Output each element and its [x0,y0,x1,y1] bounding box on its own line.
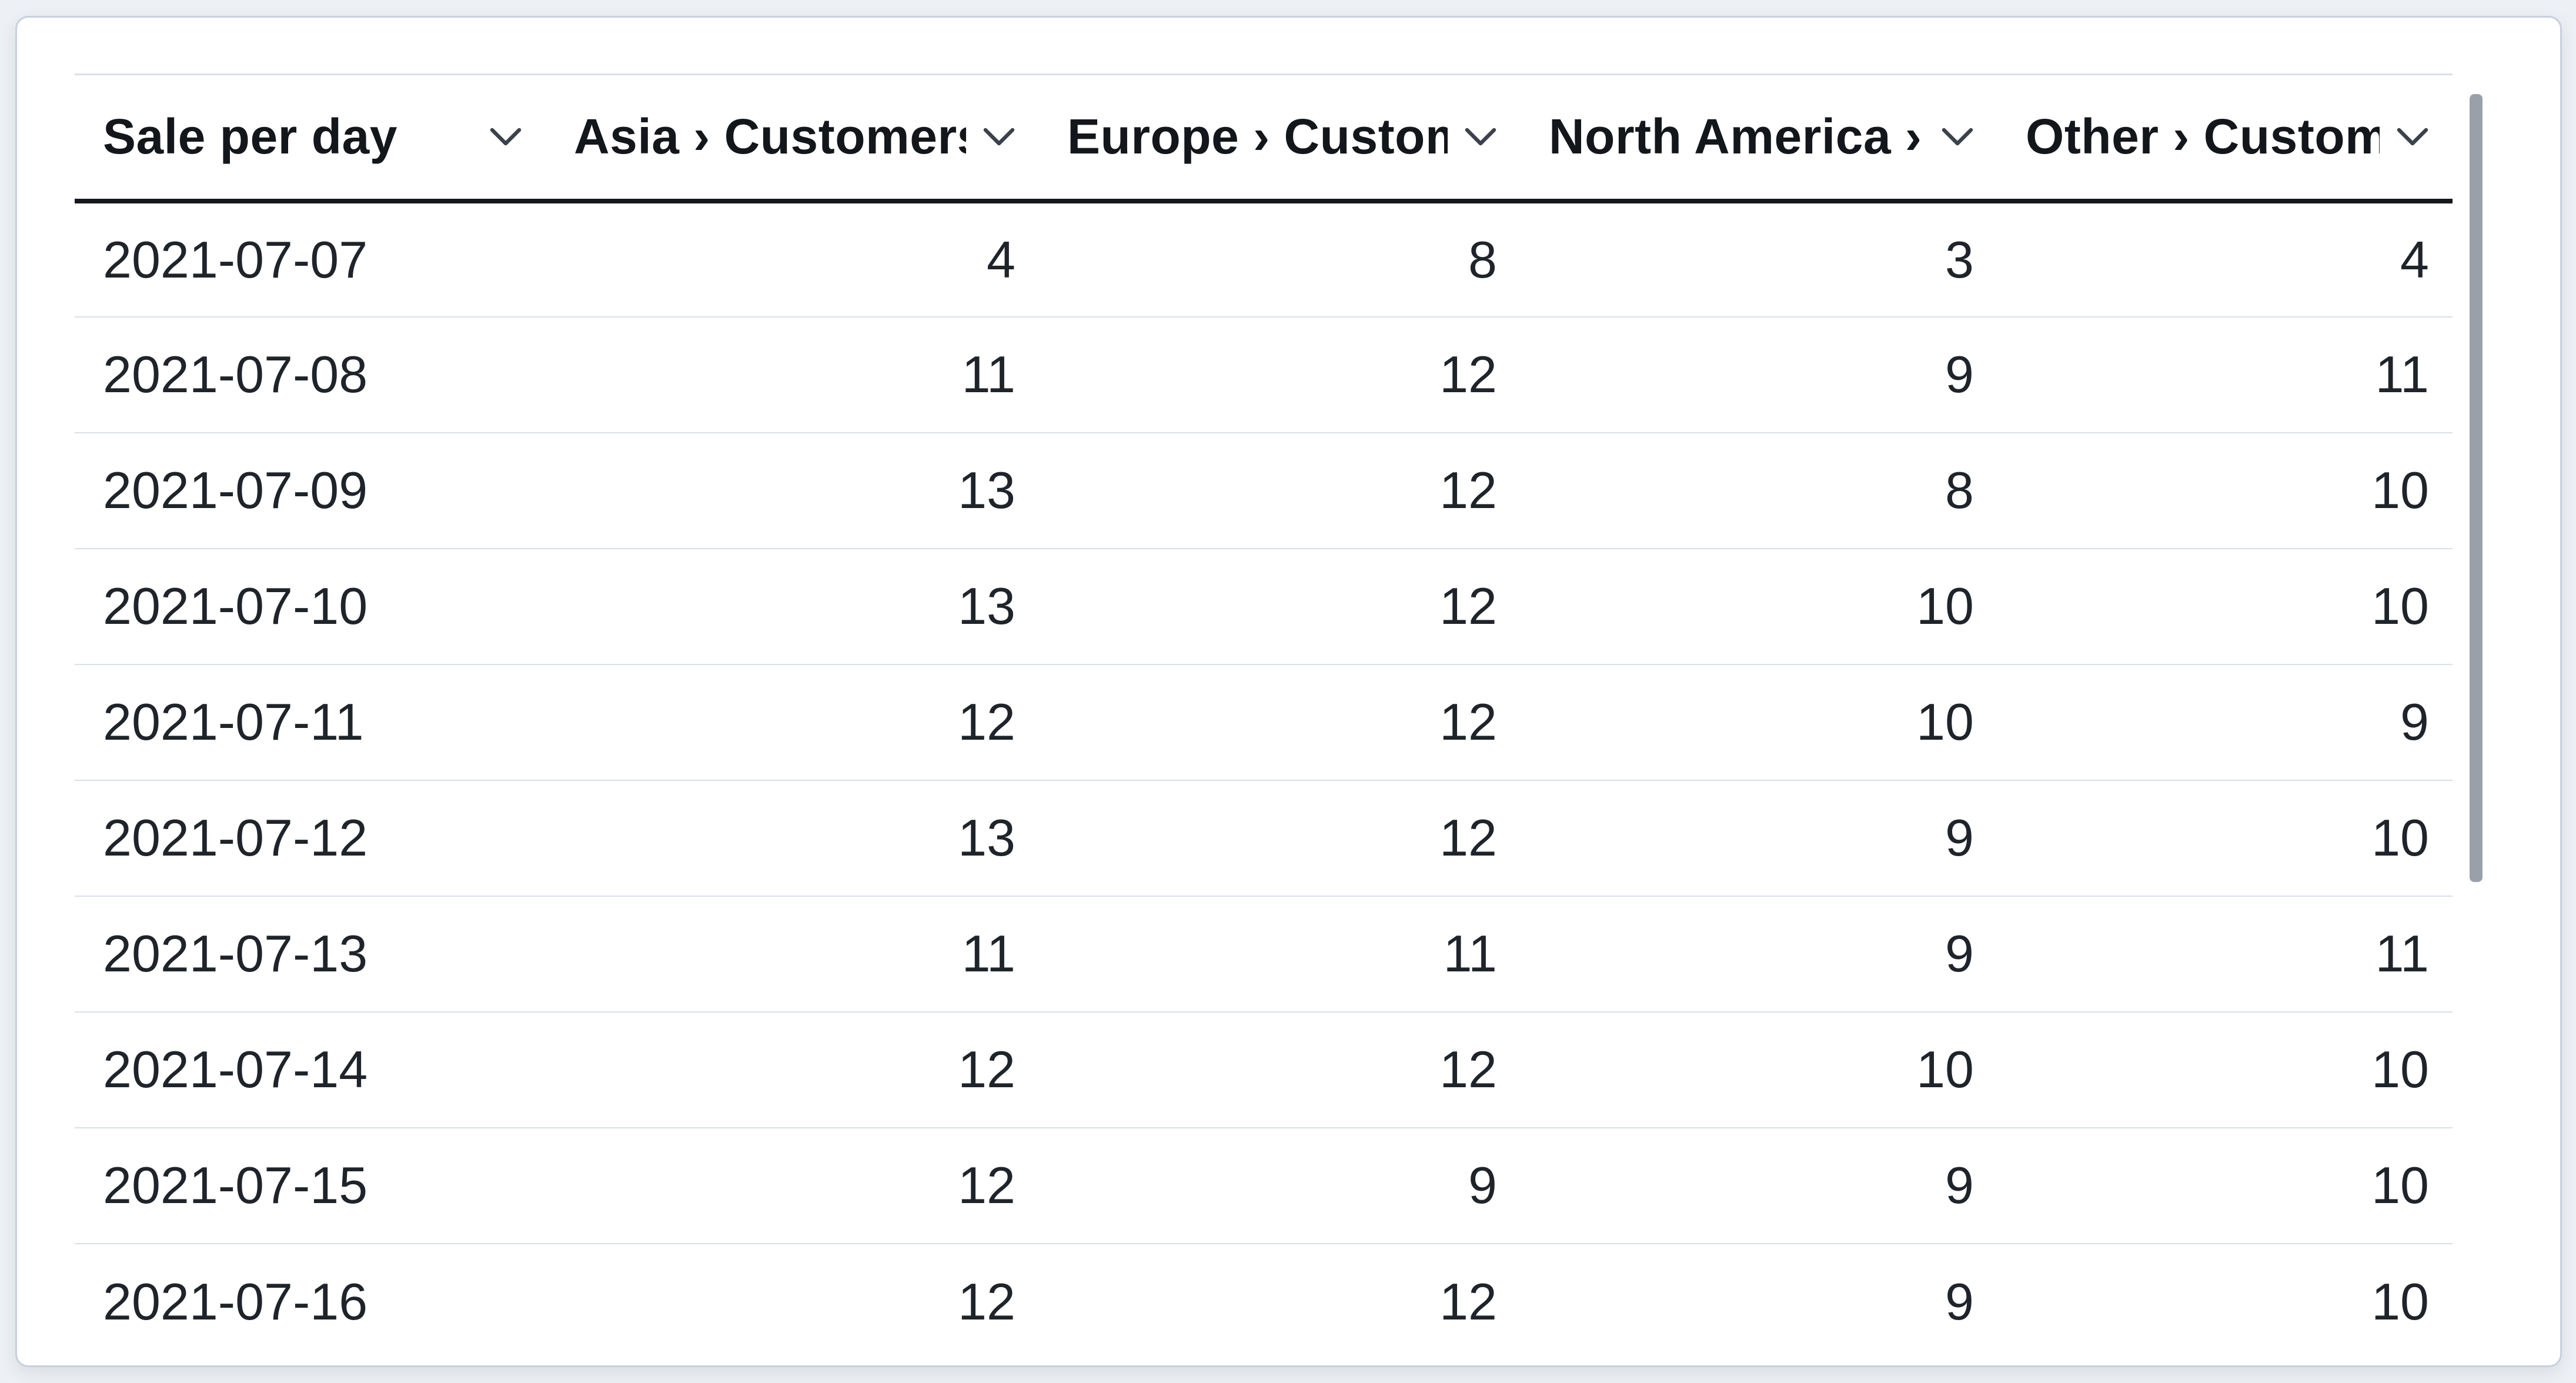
table-row: 2021-07-14 12 12 10 10 [75,1011,2453,1128]
value-cell[interactable]: 9 [1521,896,1997,1013]
date-cell[interactable]: 2021-07-10 [75,548,546,665]
column-header[interactable]: Other › Customers [1997,74,2453,203]
value-cell[interactable]: 9 [1997,664,2453,781]
table-row: 2021-07-11 12 12 10 9 [75,664,2453,781]
value-cell[interactable]: 12 [1039,664,1521,781]
value-cell[interactable]: 12 [958,1272,1015,1331]
value-cell[interactable]: 10 [1521,664,1997,781]
value-cell[interactable]: 13 [546,780,1039,897]
table-row: 2021-07-16 12 12 9 10 [75,1244,2453,1359]
value-cell[interactable]: 10 [2371,1272,2429,1331]
date-cell[interactable]: 2021-07-14 [75,1011,546,1128]
table-row: 2021-07-10 13 12 10 10 [75,548,2453,665]
column-header[interactable]: Sale per day [75,74,546,203]
value-cell[interactable]: 9 [1521,780,1997,897]
table-body: 2021-07-07 4 8 3 4 2021-07-08 11 12 9 11 2021-07-0… [75,201,2453,1359]
column-header-label: Other › Customers [2026,109,2380,165]
chevron-down-icon[interactable] [983,125,1015,149]
value-cell[interactable]: 4 [546,201,1039,318]
value-cell[interactable]: 11 [546,896,1039,1013]
date-cell[interactable]: 2021-07-15 [75,1127,546,1244]
table-row: 2021-07-09 13 12 8 10 [75,432,2453,549]
table-row: 2021-07-15 12 9 9 10 [75,1127,2453,1244]
value-cell[interactable]: 12 [1039,1011,1521,1128]
value-cell[interactable]: 12 [1439,1272,1497,1331]
column-header-label: Asia › Customers [574,109,966,165]
sales-table: Sale per day Asia › Customers Europe › C… [75,74,2453,1359]
date-cell[interactable]: 2021-07-07 [75,201,546,318]
value-cell[interactable]: 3 [1521,201,1997,318]
value-cell[interactable]: 12 [1039,780,1521,897]
value-cell[interactable]: 11 [1039,896,1521,1013]
value-cell[interactable]: 9 [1521,316,1997,433]
value-cell[interactable]: 4 [1997,201,2453,318]
value-cell[interactable]: 12 [546,1011,1039,1128]
vertical-scrollbar-thumb[interactable] [2470,94,2483,882]
table-row: 2021-07-08 11 12 9 11 [75,316,2453,433]
value-cell[interactable]: 13 [546,432,1039,549]
value-cell[interactable]: 10 [1997,432,2453,549]
value-cell[interactable]: 10 [1997,780,2453,897]
value-cell[interactable]: 12 [1039,316,1521,433]
value-cell[interactable]: 12 [1039,548,1521,665]
chevron-down-icon[interactable] [1464,125,1497,149]
column-header-label: North America › Customers [1549,109,1925,165]
date-cell[interactable]: 2021-07-16 [103,1272,368,1331]
header-row: Sale per day Asia › Customers Europe › C… [75,74,2453,203]
value-cell[interactable]: 11 [1997,896,2453,1013]
date-cell[interactable]: 2021-07-13 [75,896,546,1013]
column-header[interactable]: North America › Customers [1521,74,1997,203]
table-card: Sale per day Asia › Customers Europe › C… [15,16,2562,1367]
value-cell[interactable]: 11 [546,316,1039,433]
value-cell[interactable]: 12 [546,664,1039,781]
value-cell[interactable]: 10 [1997,1011,2453,1128]
value-cell[interactable]: 10 [1521,548,1997,665]
column-header-label: Europe › Customers [1067,109,1448,165]
date-cell[interactable]: 2021-07-12 [75,780,546,897]
value-cell[interactable]: 9 [1945,1272,1974,1331]
column-header-label: Sale per day [103,109,397,165]
value-cell[interactable]: 10 [1997,548,2453,665]
table-viewport: Sale per day Asia › Customers Europe › C… [75,74,2453,1361]
date-cell[interactable]: 2021-07-11 [75,664,546,781]
value-cell[interactable]: 12 [546,1127,1039,1244]
value-cell[interactable]: 11 [1997,316,2453,433]
column-header[interactable]: Europe › Customers [1039,74,1521,203]
value-cell[interactable]: 10 [1521,1011,1997,1128]
value-cell[interactable]: 8 [1039,201,1521,318]
value-cell[interactable]: 9 [1039,1127,1521,1244]
value-cell[interactable]: 12 [1039,432,1521,549]
value-cell[interactable]: 13 [546,548,1039,665]
value-cell[interactable]: 10 [1997,1127,2453,1244]
table-row: 2021-07-12 13 12 9 10 [75,780,2453,897]
value-cell[interactable]: 9 [1521,1127,1997,1244]
chevron-down-icon[interactable] [1941,125,1974,149]
date-cell[interactable]: 2021-07-08 [75,316,546,433]
table-row: 2021-07-13 11 11 9 11 [75,896,2453,1013]
chevron-down-icon[interactable] [2396,125,2429,149]
table-row: 2021-07-07 4 8 3 4 [75,201,2453,318]
chevron-down-icon[interactable] [489,125,522,149]
date-cell[interactable]: 2021-07-09 [75,432,546,549]
column-header[interactable]: Asia › Customers [546,74,1039,203]
value-cell[interactable]: 8 [1521,432,1997,549]
